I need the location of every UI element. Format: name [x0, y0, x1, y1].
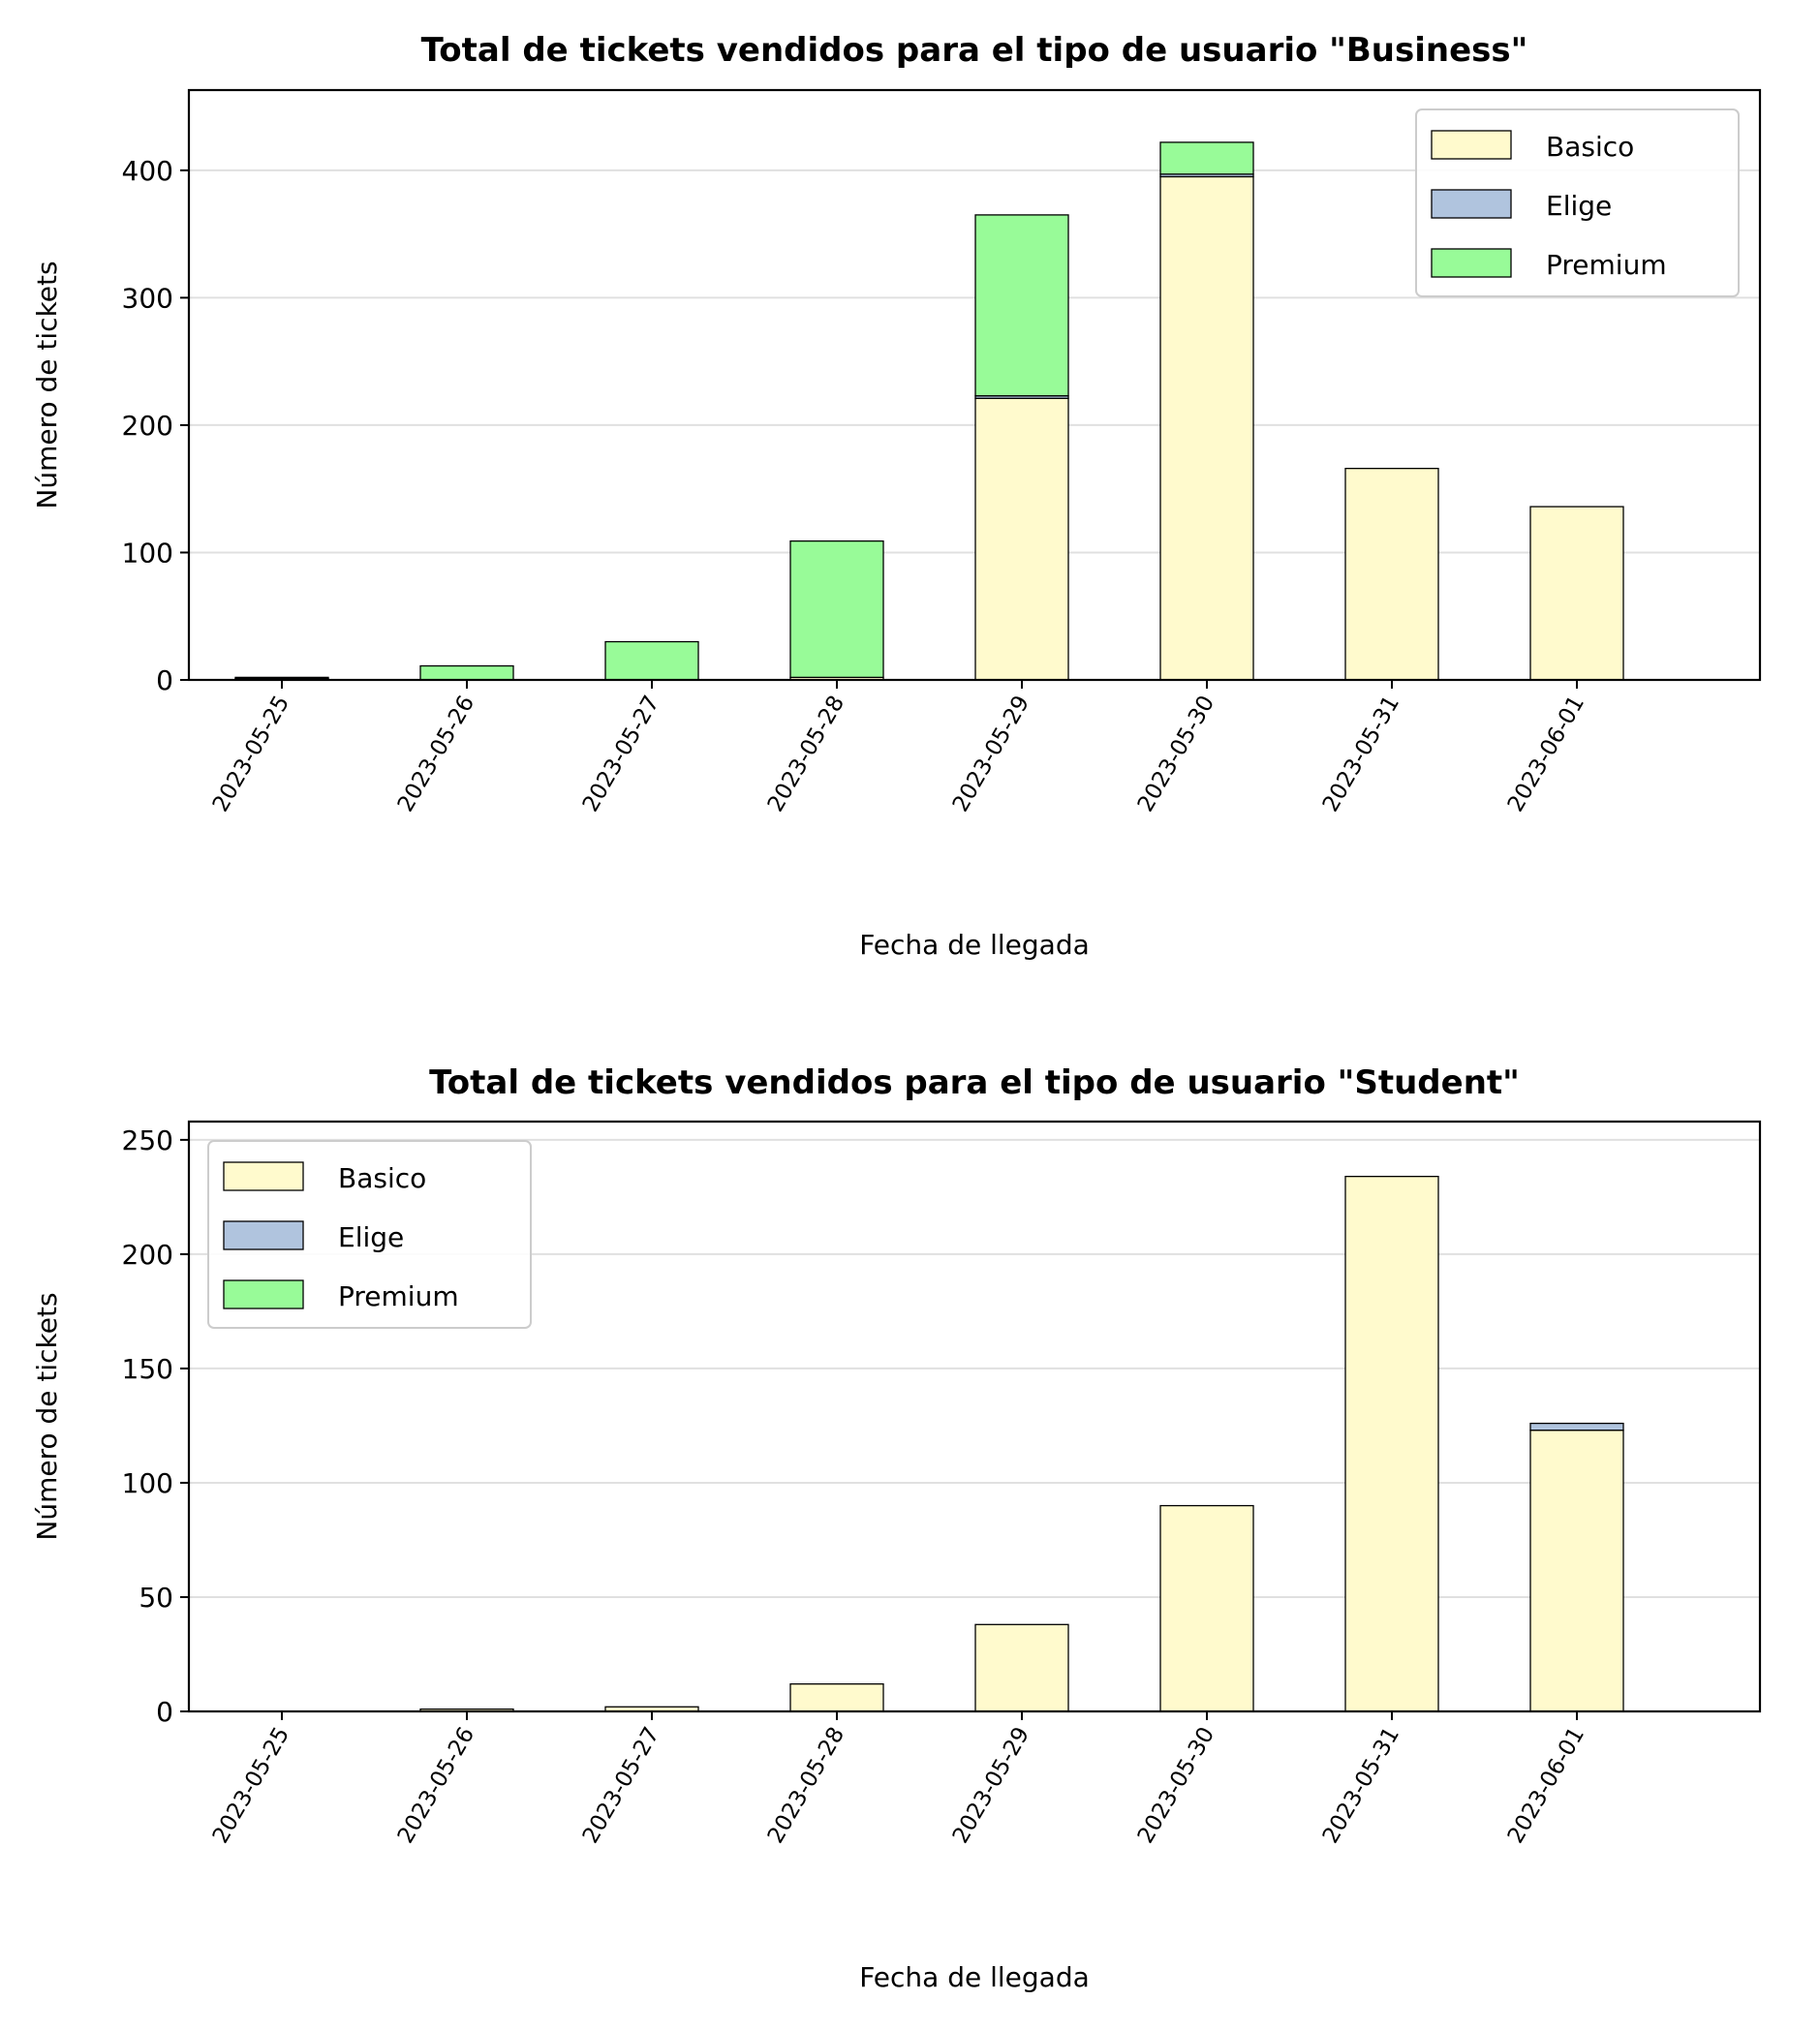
x-tick-label: 2023-05-28 — [763, 1723, 849, 1848]
legend-swatch-basico — [1431, 130, 1512, 160]
bar-basico-2023-06-01 — [1529, 506, 1624, 681]
student-chart: 0 50 100 150 200 250 2023-05-25 2023-05-26 2023-… — [31, 1063, 1762, 1993]
x-tick-label: 2023-05-31 — [1318, 692, 1404, 816]
bar-basico-2023-05-31 — [1344, 468, 1439, 681]
legend-label-elige: Elige — [1546, 190, 1612, 222]
bar-elige-2023-05-25 — [234, 676, 329, 680]
chart-title: Total de tickets vendidos para el tipo d… — [421, 31, 1528, 70]
bar-basico-2023-05-31 — [1344, 1176, 1439, 1712]
y-axis-label: Número de tickets — [31, 261, 63, 508]
x-tick-label: 2023-05-26 — [393, 692, 479, 816]
legend-swatch-elige — [223, 1220, 304, 1250]
legend-swatch-basico — [223, 1161, 304, 1191]
legend-swatch-premium — [1431, 248, 1512, 278]
x-tick-label: 2023-05-30 — [1133, 1723, 1219, 1848]
bar-premium-2023-05-30 — [1159, 141, 1254, 175]
legend-label-premium: Premium — [1546, 249, 1667, 281]
y-tick-label: 200 — [122, 1239, 173, 1271]
x-tick-label: 2023-06-01 — [1503, 692, 1589, 816]
y-tick-label: 200 — [122, 410, 173, 442]
x-tick-label: 2023-06-01 — [1503, 1723, 1589, 1848]
bar-basico-2023-06-01 — [1529, 1430, 1624, 1712]
x-tick-label: 2023-05-31 — [1318, 1723, 1404, 1848]
axes-frame — [187, 88, 1762, 682]
bar-premium-2023-05-27 — [604, 640, 699, 681]
y-tick-label: 0 — [156, 1696, 173, 1728]
legend: Basico Elige Premium — [1415, 108, 1740, 297]
y-tick-label: 0 — [156, 664, 173, 696]
x-axis-label: Fecha de llegada — [859, 1961, 1090, 1993]
legend-label-basico: Basico — [338, 1162, 426, 1194]
y-tick-label: 300 — [122, 282, 173, 314]
x-tick-label: 2023-05-27 — [578, 692, 664, 816]
y-tick-label: 250 — [122, 1124, 173, 1156]
x-tick-label: 2023-05-28 — [763, 692, 849, 816]
bar-basico-2023-05-30 — [1159, 1504, 1254, 1712]
bar-premium-2023-05-28 — [789, 539, 884, 679]
legend-label-elige: Elige — [338, 1221, 404, 1253]
bar-elige-2023-06-01 — [1529, 1422, 1624, 1432]
bar-premium-2023-05-26 — [419, 664, 514, 681]
x-tick-label: 2023-05-29 — [948, 1723, 1034, 1848]
chart-title: Total de tickets vendidos para el tipo d… — [429, 1063, 1520, 1102]
bar-basico-2023-05-29 — [974, 1623, 1069, 1712]
business-chart: 0 100 200 300 400 2023-05-25 2023-05-26 2023-05… — [31, 31, 1762, 961]
legend-label-premium: Premium — [338, 1280, 459, 1312]
y-axis-label: Número de tickets — [31, 1292, 63, 1540]
x-tick-label: 2023-05-30 — [1133, 692, 1219, 816]
axes-frame — [187, 1120, 1762, 1713]
x-axis-label: Fecha de llegada — [859, 929, 1090, 961]
x-tick-label: 2023-05-29 — [948, 692, 1034, 816]
y-tick-label: 150 — [122, 1353, 173, 1385]
bar-premium-2023-05-29 — [974, 214, 1069, 397]
y-tick-label: 100 — [122, 537, 173, 569]
legend-swatch-elige — [1431, 189, 1512, 219]
y-tick-label: 50 — [139, 1582, 173, 1614]
bar-basico-2023-05-30 — [1159, 175, 1254, 681]
bar-basico-2023-05-28 — [789, 1683, 884, 1712]
x-tick-label: 2023-05-27 — [578, 1723, 664, 1848]
y-tick-label: 100 — [122, 1467, 173, 1499]
legend: Basico Elige Premium — [207, 1140, 532, 1329]
y-tick-label: 400 — [122, 155, 173, 187]
x-tick-label: 2023-05-26 — [393, 1723, 479, 1848]
legend-swatch-premium — [223, 1279, 304, 1309]
x-tick-label: 2023-05-25 — [208, 692, 294, 816]
legend-label-basico: Basico — [1546, 131, 1634, 163]
bar-basico-2023-05-29 — [974, 397, 1069, 681]
x-tick-label: 2023-05-25 — [208, 1723, 294, 1848]
